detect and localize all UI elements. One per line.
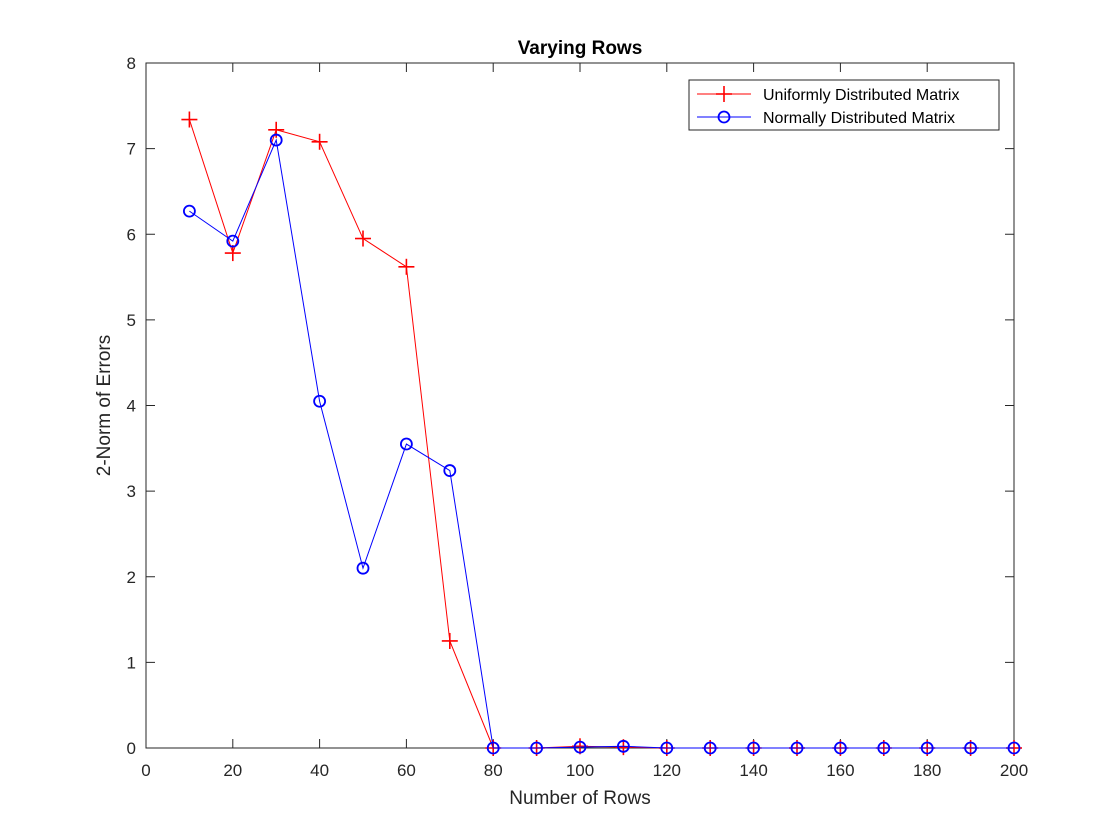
x-tick-label: 120: [653, 761, 681, 780]
data-point: [703, 741, 717, 755]
series-layer: [181, 111, 1022, 756]
axis-ticks: 0 20 40 60 80 100 120 140 160 180 200 0 1 2 3 4 5 6 7 8: [127, 54, 1029, 780]
data-point: [399, 437, 413, 451]
data-point: [920, 741, 934, 755]
y-tick-label: 7: [127, 140, 136, 159]
x-tick-label: 80: [484, 761, 503, 780]
legend-entries: Uniformly Distributed Matrix Normally Dis…: [697, 86, 959, 127]
data-point: [181, 111, 198, 128]
legend-marker: [716, 86, 732, 102]
legend-label: Normally Distributed Matrix: [763, 110, 955, 127]
legend-box: [688, 79, 1000, 131]
data-point: [355, 230, 371, 247]
x-tick-label: 100: [566, 761, 594, 780]
data-point: [834, 741, 847, 755]
y-tick-label: 3: [127, 482, 136, 501]
x-axis-label: Number of Rows: [509, 788, 651, 809]
x-tick-label: 200: [1000, 761, 1028, 780]
plot-area: [145, 62, 1015, 749]
legend-marker: [717, 110, 731, 124]
data-point: [964, 741, 977, 755]
data-point: [269, 133, 283, 147]
data-point: [224, 245, 241, 262]
data-point: [790, 741, 804, 755]
x-tick-label: 180: [913, 761, 941, 780]
data-point: [617, 739, 630, 753]
legend: Uniformly Distributed Matrix Normally Dis…: [688, 79, 1000, 131]
data-point: [313, 394, 327, 408]
y-tick-label: 8: [127, 54, 136, 73]
legend-entry-2: Normally Distributed Matrix: [697, 110, 955, 127]
series-2: [182, 133, 1021, 755]
data-point: [398, 258, 415, 275]
y-tick-label: 2: [127, 568, 136, 587]
legend-label: Uniformly Distributed Matrix: [763, 87, 959, 104]
y-tick-label: 4: [127, 397, 136, 416]
data-point: [1007, 741, 1021, 755]
x-tick-label: 160: [826, 761, 854, 780]
data-point: [356, 561, 370, 575]
y-tick-label: 0: [127, 739, 136, 758]
data-point: [311, 133, 328, 150]
x-tick-label: 40: [310, 761, 329, 780]
y-tick-label: 5: [127, 311, 136, 330]
y-tick-label: 6: [127, 225, 136, 244]
data-point: [747, 741, 760, 755]
data-point: [226, 234, 240, 248]
data-point: [530, 741, 543, 755]
data-point: [182, 204, 196, 218]
y-axis-label: 2-Norm of Errors: [94, 335, 115, 476]
x-tick-label: 0: [141, 761, 150, 780]
data-point: [660, 741, 674, 755]
x-tick-label: 60: [397, 761, 416, 780]
legend-entry-1: Uniformly Distributed Matrix: [697, 86, 959, 104]
x-tick-label: 140: [739, 761, 767, 780]
y-tick-label: 1: [127, 653, 136, 672]
x-tick-label: 20: [223, 761, 242, 780]
chart-title: Varying Rows: [518, 38, 643, 59]
data-point: [877, 741, 891, 755]
data-point: [573, 740, 587, 754]
series-line: [189, 138, 1014, 749]
data-point: [486, 741, 500, 755]
data-point: [443, 464, 457, 477]
data-point: [441, 632, 458, 649]
